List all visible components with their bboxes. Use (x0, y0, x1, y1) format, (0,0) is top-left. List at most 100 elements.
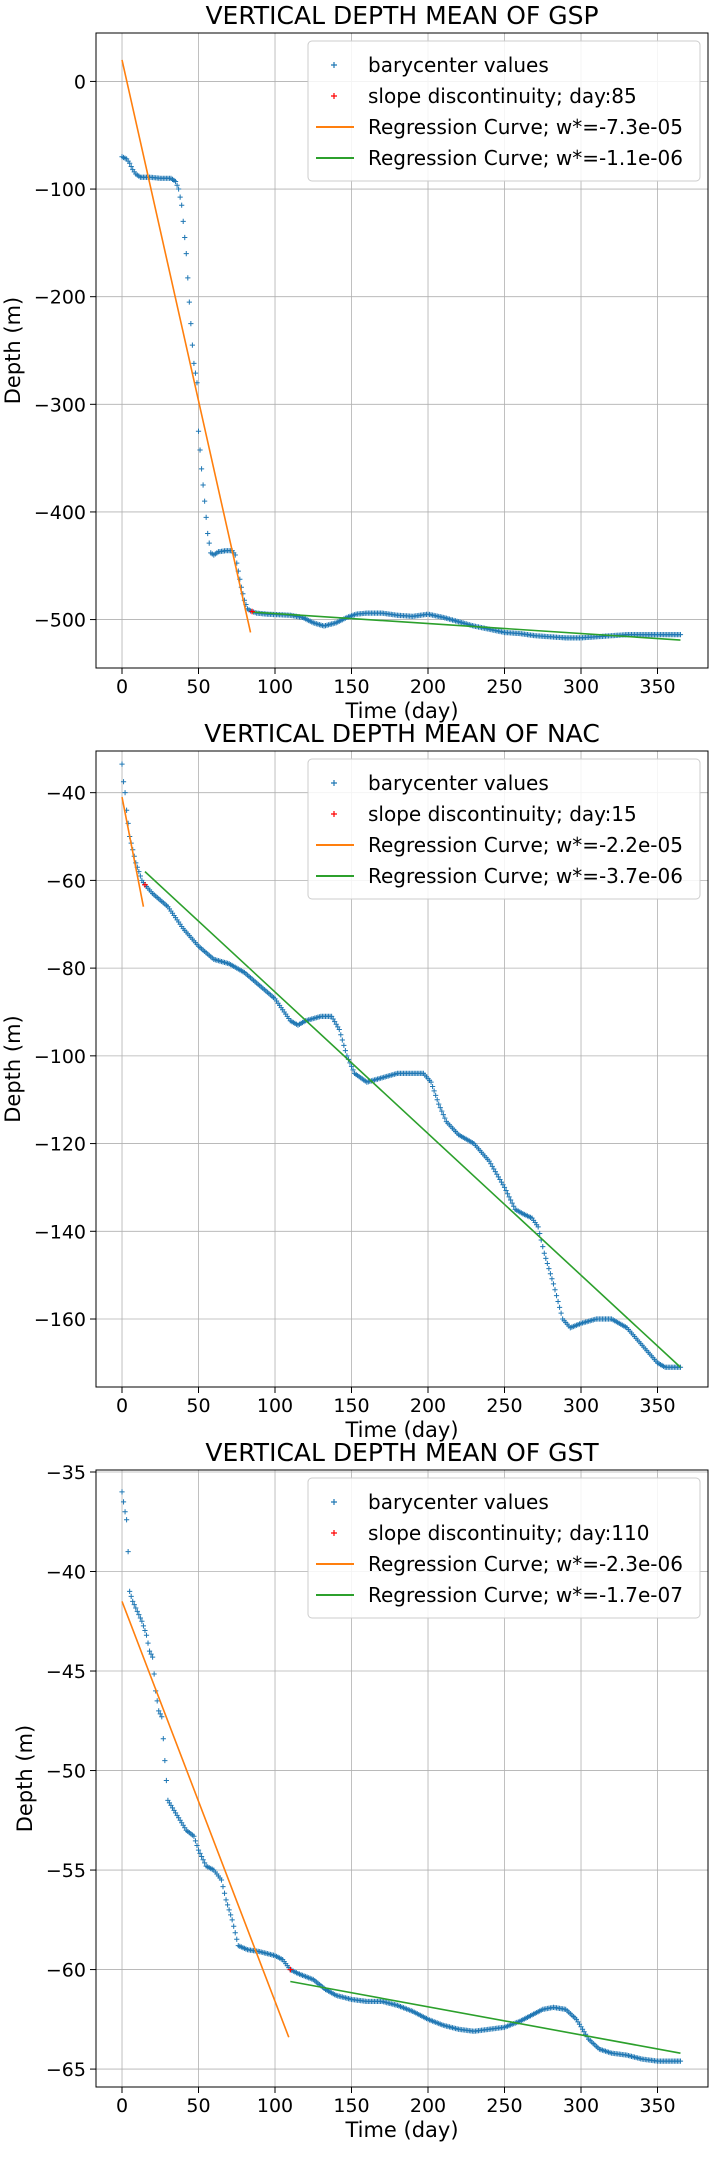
chart1-x-tick-label: 50 (186, 676, 210, 698)
chart2-barycenter-point (329, 1013, 335, 1019)
chart2-barycenter-point (336, 1026, 342, 1033)
chart1-legend-label: Regression Curve; w*=-1.1e-06 (368, 146, 683, 170)
chart1-y-axis-label: Depth (m) (1, 297, 25, 404)
chart2-y-tick-label: −160 (34, 1309, 86, 1331)
chart2-barycenter-point (341, 1042, 347, 1048)
chart3-barycenter-point (131, 1602, 137, 1608)
chart1-barycenter-point (182, 234, 188, 241)
chart3-barycenter-point (151, 1671, 157, 1677)
chart3-barycenter-point (198, 1853, 205, 1860)
chart2-y-tick-label: −120 (34, 1134, 86, 1156)
chart1-legend-label: barycenter values (368, 53, 549, 77)
chart2-barycenter-point (495, 1174, 501, 1180)
chart2-barycenter-point (120, 779, 127, 785)
chart2-barycenter-point (506, 1194, 512, 1200)
chart3-legend-label: barycenter values (368, 1490, 549, 1514)
chart3-legend-label: slope discontinuity; day:110 (368, 1521, 649, 1545)
chart1-y-tick-label: −300 (34, 394, 86, 416)
chart2-barycenter-point (338, 1032, 344, 1038)
chart3-y-tick-label: −40 (46, 1562, 86, 1584)
chart2-barycenter-point (342, 1047, 348, 1054)
chart2-barycenter-point (486, 1158, 492, 1164)
chart3-barycenter-point (194, 1842, 200, 1849)
chart1-discontinuity-marker (249, 608, 255, 615)
chart3-barycenter-point (192, 1838, 199, 1844)
chart3-title: VERTICAL DEPTH MEAN OF GST (205, 1438, 599, 1467)
chart2-axes-frame (95, 750, 709, 1388)
chart2-x-tick-label: 50 (186, 1395, 210, 1417)
chart2-barycenter-point (553, 1293, 560, 1299)
chart1-axes-frame (95, 32, 709, 669)
chart2-barycenter-point (498, 1179, 505, 1185)
chart3-barycenter-point (137, 1615, 143, 1621)
chart2-barycenter-point (330, 1016, 336, 1022)
chart3-barycenter-point (191, 1833, 197, 1839)
chart2-barycenter-point (544, 1260, 550, 1267)
chart3-x-tick-label: 250 (486, 2095, 522, 2117)
chart1-barycenter-points (119, 154, 684, 641)
chart2-y-tick-label: −60 (46, 870, 86, 892)
chart1-barycenter-point (180, 218, 186, 224)
chart3-barycenter-point (221, 1890, 228, 1896)
chart3-barycenter-point (228, 1912, 234, 1918)
chart2-barycenter-point (555, 1298, 561, 1305)
chart2-barycenter-point (434, 1097, 440, 1103)
chart3-barycenter-point (136, 1612, 142, 1618)
chart1-x-tick-label: 100 (257, 676, 293, 698)
chart3-barycenter-point (677, 2058, 684, 2064)
chart3-legend-marker (331, 1530, 337, 1536)
chart3-x-tick-label: 350 (639, 2095, 675, 2117)
chart3-barycenter-point (127, 1588, 133, 1595)
chart2-barycenter-point (543, 1255, 549, 1261)
chart3-barycenter-point (159, 1714, 165, 1720)
chart1-y-tick-label: −100 (34, 179, 86, 201)
chart1-legend-box (307, 40, 701, 182)
chart1-barycenter-point (200, 482, 206, 488)
chart2-legend-label: Regression Curve; w*=-2.2e-05 (368, 833, 683, 857)
chart3-legend-marker (331, 1499, 337, 1505)
chart2-x-tick-label: 100 (257, 1395, 293, 1417)
chart2-legend: barycenter values slope discontinuity; da… (307, 758, 701, 900)
chart2-barycenter-point (437, 1105, 443, 1111)
chart3-barycenter-point (143, 1632, 150, 1638)
chart1-legend-label: slope discontinuity; day:85 (368, 84, 637, 108)
chart1-y-tick-label: −500 (34, 610, 86, 632)
chart1-barycenter-point (183, 251, 189, 257)
chart1-barycenter-point (677, 632, 684, 638)
chart3-x-tick-label: 50 (186, 2095, 210, 2117)
chart2-barycenter-point (535, 1224, 541, 1230)
chart2-x-tick-label: 0 (116, 1395, 128, 1417)
chart1-barycenter-point (191, 360, 197, 367)
chart2-title: VERTICAL DEPTH MEAN OF NAC (204, 719, 600, 748)
chart2-barycenter-point (556, 1304, 563, 1310)
chart2-legend-box (307, 758, 701, 900)
chart2-barycenter-point (431, 1088, 437, 1094)
chart2-legend-label: slope discontinuity; day:15 (368, 802, 637, 826)
chart3-barycenter-point (145, 1640, 151, 1646)
chart2-barycenter-point (549, 1276, 555, 1282)
chart3-barycenter-point (229, 1917, 235, 1923)
chart2-barycenter-point (428, 1079, 434, 1085)
chart2-barycenter-point (430, 1083, 436, 1090)
chart3-barycenter-point (140, 1623, 147, 1629)
chart2-y-tick-label: −100 (34, 1046, 86, 1068)
chart1-legend-label: Regression Curve; w*=-7.3e-05 (368, 115, 683, 139)
chart3-legend-box (307, 1477, 701, 1619)
chart3-barycenter-point (133, 1605, 139, 1611)
chart2-barycenter-point (508, 1197, 514, 1203)
chart2-barycenter-point (546, 1265, 552, 1272)
chart3-x-tick-label: 200 (410, 2095, 446, 2117)
chart3-barycenter-point (163, 1777, 169, 1784)
chart3-barycenter-point (134, 1608, 140, 1614)
chart3-regression-line-2 (290, 1980, 681, 2054)
chart3-barycenter-point (128, 1593, 134, 1599)
chart3-barycenter-point (146, 1648, 153, 1654)
chart1-x-tick-label: 200 (410, 676, 446, 698)
chart2-barycenter-point (503, 1187, 509, 1194)
chart2-y-tick-label: −80 (46, 958, 86, 980)
chart2-barycenter-point (547, 1271, 554, 1277)
chart2-x-tick-label: 200 (410, 1395, 446, 1417)
chart1-barycenter-point (202, 498, 208, 504)
chart3-barycenter-point (197, 1850, 203, 1856)
